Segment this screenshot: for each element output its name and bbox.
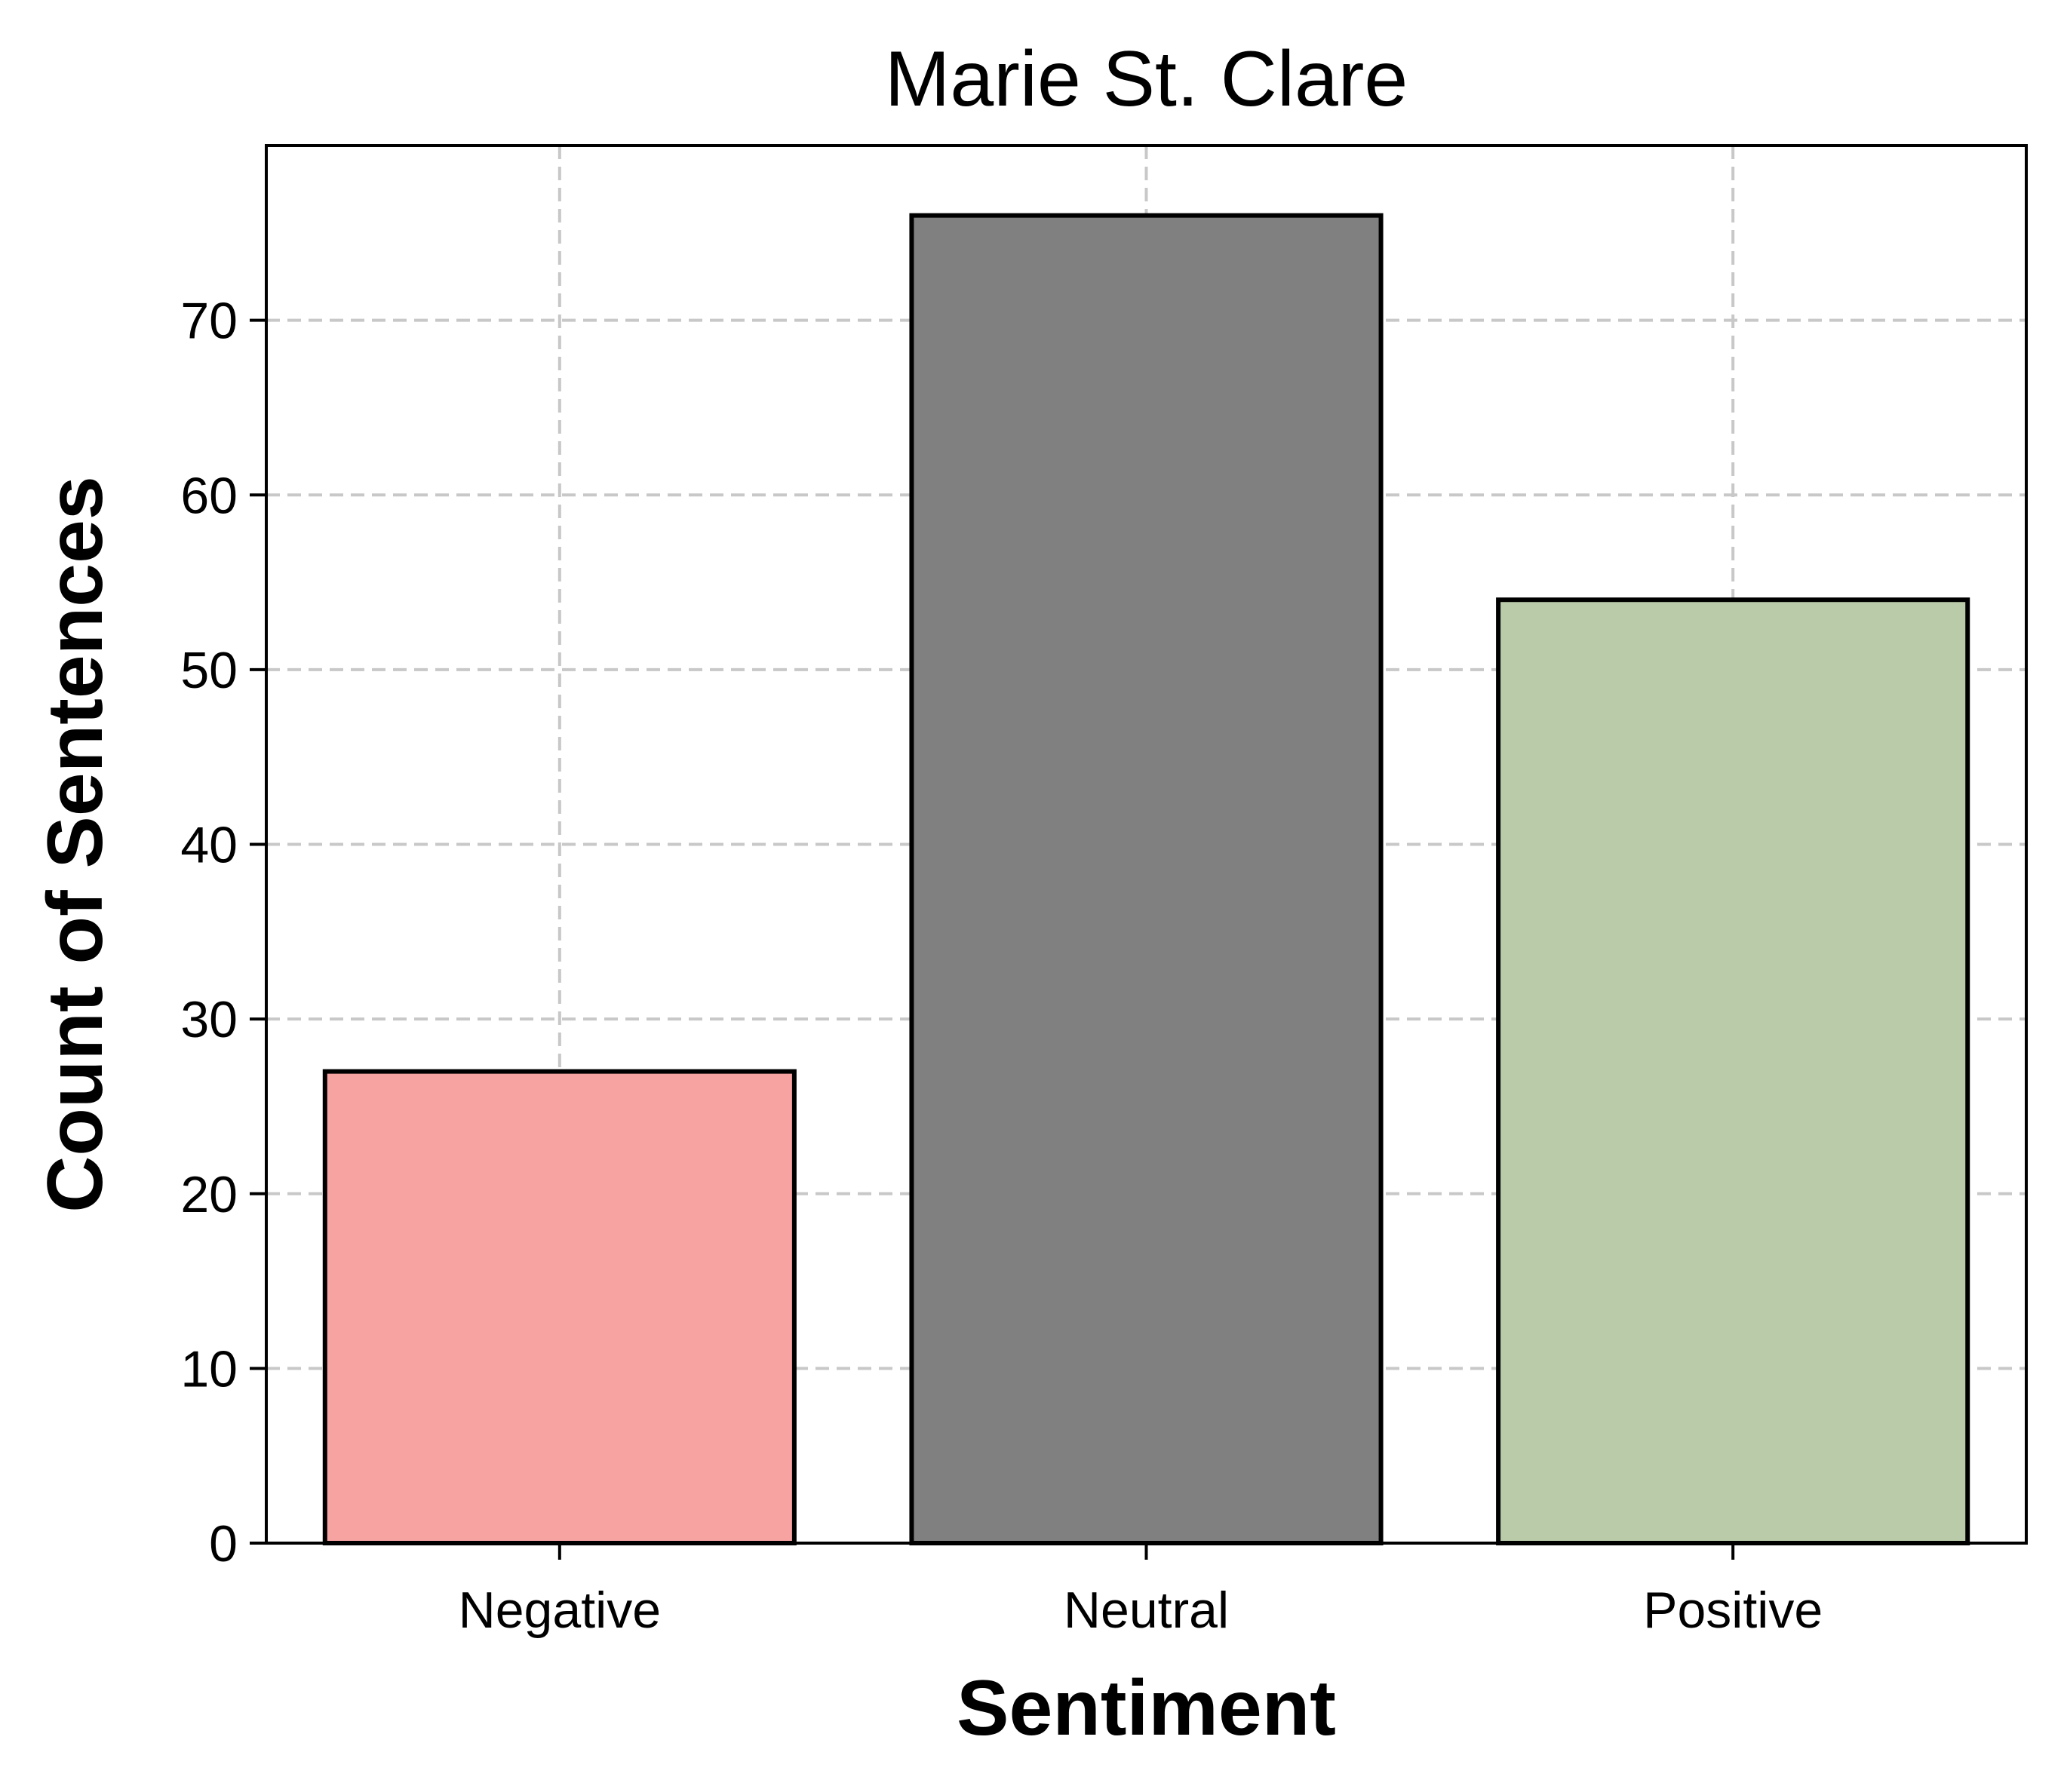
y-tick-label-10: 10 bbox=[180, 1340, 238, 1398]
bar-neutral bbox=[909, 213, 1384, 1545]
y-tick-label-60: 60 bbox=[180, 467, 238, 524]
y-tick-label-40: 40 bbox=[180, 817, 238, 874]
axis-ticks: 0 10 20 30 40 50 60 70 Negative Neutral Positive bbox=[180, 293, 1823, 1639]
x-tick-label-positive: Positive bbox=[1643, 1582, 1823, 1639]
bar-positive bbox=[1496, 597, 1970, 1545]
y-tick-label-0: 0 bbox=[209, 1515, 238, 1573]
y-axis-label: Count of Sentences bbox=[32, 476, 119, 1213]
bar-negative bbox=[322, 1069, 797, 1546]
y-tick-label-20: 20 bbox=[180, 1166, 238, 1223]
y-tick-label-30: 30 bbox=[180, 991, 238, 1048]
y-tick-label-50: 50 bbox=[180, 642, 238, 699]
chart-title: Marie St. Clare bbox=[885, 35, 1408, 123]
x-tick-label-neutral: Neutral bbox=[1064, 1582, 1229, 1639]
x-tick-label-negative: Negative bbox=[459, 1582, 661, 1639]
y-tick-label-70: 70 bbox=[180, 293, 238, 350]
x-axis-label: Sentiment bbox=[957, 1665, 1336, 1752]
